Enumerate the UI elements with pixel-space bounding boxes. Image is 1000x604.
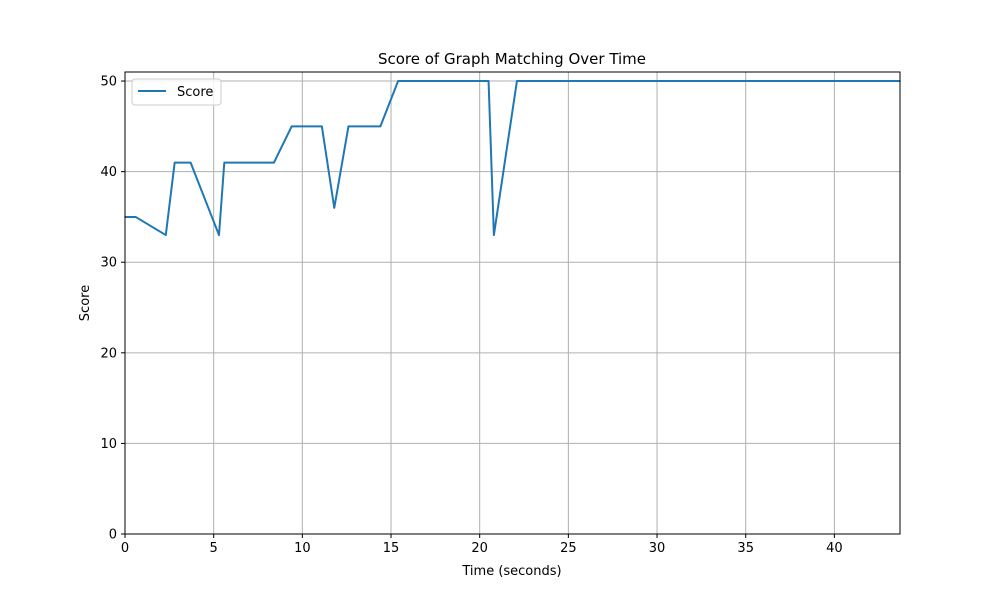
y-tick-label: 50 [100,75,117,90]
data-point [379,125,382,128]
data-point [333,207,336,209]
legend-box [131,78,222,106]
data-point [493,234,495,236]
legend-label: Score [177,85,213,100]
y-tick-label: 0 [109,528,117,543]
y-tick-label: 20 [100,346,117,361]
data-point [223,161,226,164]
plot-frame [124,71,901,535]
data-point [321,125,323,128]
x-tick-label: 25 [560,541,577,556]
data-point [487,80,490,82]
legend: Score [131,78,222,106]
x-tick-label: 0 [121,541,129,556]
y-tick-label: 10 [100,437,117,452]
chart-title: Score of Graph Matching Over Time [378,50,646,68]
data-point [134,216,137,218]
x-tick-label: 15 [383,541,400,556]
series-layer [124,80,901,237]
y-tick-label: 30 [100,256,117,271]
data-point [273,161,275,164]
x-tick-label: 5 [210,541,218,556]
data-point [290,125,293,128]
data-point [347,125,350,128]
data-point [164,234,167,236]
ticks: 0 5 10 15 20 25 30 35 40 0 10 20 30 40 50 [100,75,842,556]
x-tick-label: 35 [737,541,754,556]
x-tick-label: 10 [294,541,311,556]
data-point [397,80,399,82]
x-axis-label: Time (seconds) [461,564,561,579]
data-point [173,161,176,164]
x-tick-label: 20 [471,541,488,556]
x-tick-label: 30 [649,541,666,556]
data-point [218,234,220,236]
data-point [189,161,192,164]
y-tick-label: 40 [100,165,117,180]
data-point [516,80,518,82]
x-tick-label: 40 [826,541,843,556]
series-line-score [125,80,900,237]
y-axis-label: Score [78,285,93,321]
